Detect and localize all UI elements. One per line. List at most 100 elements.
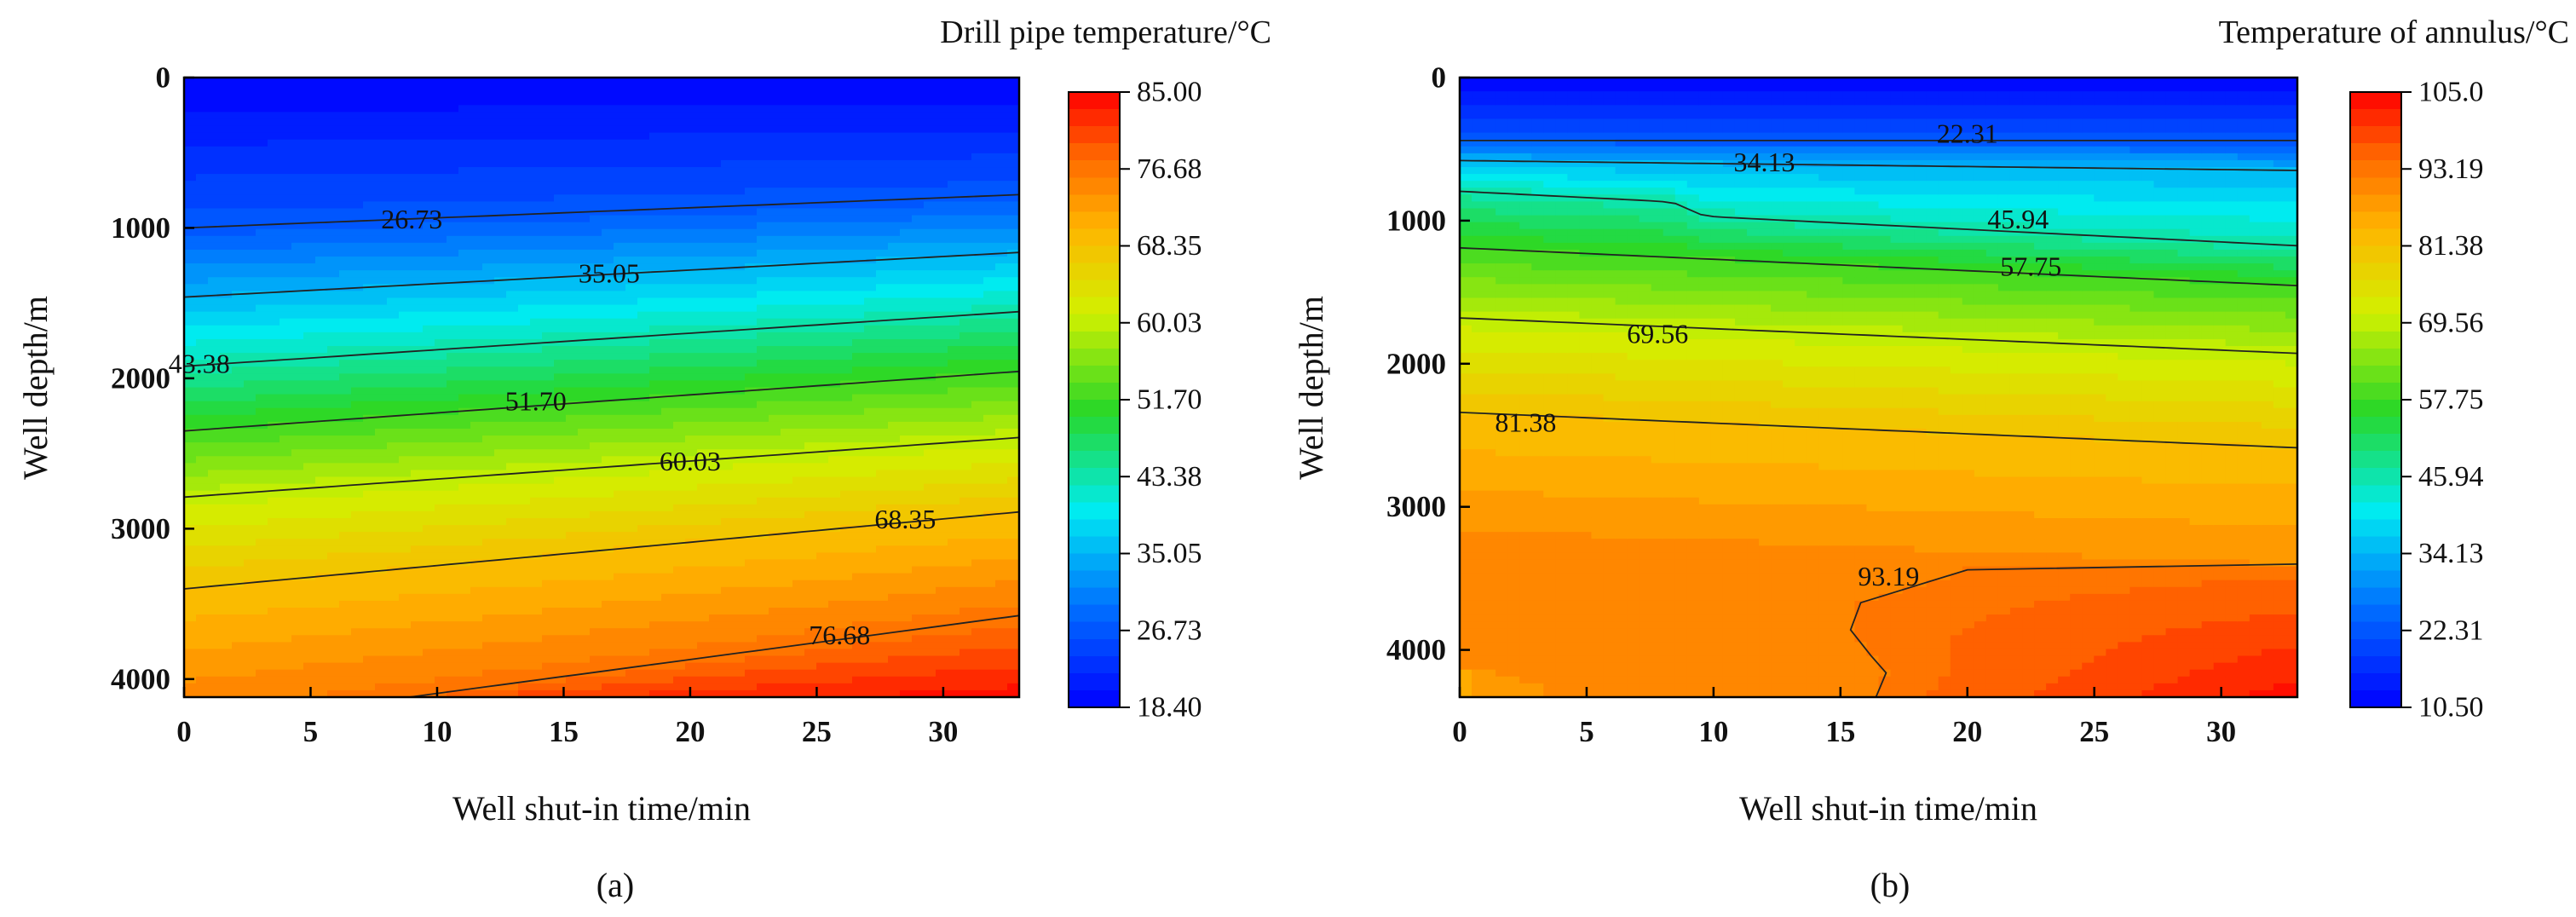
- heatmap-cell: [757, 456, 769, 464]
- heatmap-cell: [375, 235, 388, 244]
- heatmap-cell: [435, 497, 447, 505]
- heatmap-cell: [208, 607, 221, 615]
- heatmap-cell: [244, 263, 256, 271]
- heatmap-cell: [566, 132, 579, 141]
- heatmap-cell: [482, 174, 495, 182]
- heatmap-cell: [279, 346, 292, 354]
- heatmap-cell: [590, 257, 602, 264]
- heatmap-cell: [661, 525, 674, 533]
- heatmap-cell: [315, 621, 328, 629]
- heatmap-cell: [303, 414, 316, 423]
- heatmap-cell: [256, 84, 268, 92]
- heatmap-cell: [303, 539, 316, 546]
- heatmap-cell: [244, 669, 256, 678]
- heatmap-cell: [470, 325, 483, 333]
- heatmap-cell: [351, 360, 364, 367]
- heatmap-cell: [279, 84, 292, 92]
- heatmap-cell: [745, 394, 758, 402]
- heatmap-cell: [291, 373, 304, 382]
- heatmap-cell: [482, 98, 495, 107]
- heatmap-cell: [327, 497, 340, 505]
- heatmap-cell: [709, 442, 722, 450]
- heatmap-cell: [769, 669, 781, 678]
- heatmap-cell: [208, 304, 221, 313]
- heatmap-cell: [411, 194, 424, 203]
- heatmap-cell: [673, 311, 686, 320]
- heatmap-cell: [697, 525, 710, 533]
- heatmap-cell: [757, 373, 769, 382]
- heatmap-cell: [721, 394, 734, 402]
- heatmap-cell: [757, 257, 769, 264]
- heatmap-cell: [745, 497, 758, 505]
- heatmap-cell: [447, 470, 459, 478]
- heatmap-cell: [745, 428, 758, 436]
- heatmap-cell: [458, 270, 471, 278]
- heatmap-cell: [578, 153, 591, 161]
- heatmap-cell: [792, 291, 805, 299]
- heatmap-cell: [268, 539, 280, 546]
- heatmap-cell: [781, 497, 793, 505]
- heatmap-cell: [339, 510, 352, 519]
- heatmap-cell: [661, 360, 674, 367]
- heatmap-cell: [757, 510, 769, 519]
- heatmap-cell: [578, 635, 591, 643]
- heatmap-cell: [375, 510, 388, 519]
- heatmap-cell: [303, 112, 316, 120]
- heatmap-cell: [828, 421, 841, 430]
- heatmap-cell: [649, 201, 662, 210]
- heatmap-cell: [578, 380, 591, 389]
- heatmap-cell: [685, 545, 698, 554]
- heatmap-cell: [816, 353, 829, 360]
- heatmap-cell: [769, 105, 781, 113]
- heatmap-cell: [625, 580, 638, 588]
- heatmap-cell: [244, 517, 256, 526]
- heatmap-cell: [578, 159, 591, 168]
- heatmap-cell: [840, 257, 853, 264]
- heatmap-cell: [816, 284, 829, 292]
- heatmap-cell: [769, 318, 781, 326]
- heatmap-cell: [268, 490, 280, 499]
- heatmap-cell: [614, 215, 626, 223]
- heatmap-cell: [351, 318, 364, 326]
- heatmap-cell: [256, 414, 268, 423]
- heatmap-cell: [554, 387, 567, 395]
- heatmap-cell: [470, 607, 483, 615]
- heatmap-cell: [232, 146, 245, 154]
- heatmap-cell: [423, 407, 435, 416]
- heatmap-cell: [279, 208, 292, 216]
- heatmap-cell: [208, 311, 221, 320]
- heatmap-cell: [196, 586, 209, 595]
- heatmap-cell: [303, 655, 316, 664]
- heatmap-cell: [208, 270, 221, 278]
- heatmap-cell: [339, 573, 352, 581]
- heatmap-cell: [315, 504, 328, 512]
- heatmap-cell: [530, 504, 543, 512]
- heatmap-cell: [458, 284, 471, 292]
- heatmap-cell: [399, 676, 412, 684]
- heatmap-cell: [423, 449, 435, 457]
- heatmap-cell: [745, 346, 758, 354]
- heatmap-cell: [530, 125, 543, 134]
- heatmap-cell: [566, 318, 579, 326]
- heatmap-cell: [196, 366, 209, 375]
- heatmap-cell: [232, 552, 245, 561]
- heatmap-cell: [339, 435, 352, 443]
- heatmap-cell: [745, 456, 758, 464]
- heatmap-cell: [649, 607, 662, 615]
- heatmap-cell: [506, 380, 519, 389]
- heatmap-cell: [256, 628, 268, 636]
- heatmap-cell: [769, 98, 781, 107]
- heatmap-cell: [399, 98, 412, 107]
- heatmap-cell: [279, 159, 292, 168]
- heatmap-cell: [482, 91, 495, 99]
- heatmap-cell: [542, 517, 555, 526]
- heatmap-cell: [661, 112, 674, 120]
- heatmap-cell: [256, 325, 268, 333]
- heatmap-cell: [351, 401, 364, 409]
- heatmap-cell: [769, 146, 781, 154]
- heatmap-cell: [816, 105, 829, 113]
- heatmap-cell: [685, 401, 698, 409]
- heatmap-cell: [291, 669, 304, 678]
- heatmap-cell: [542, 297, 555, 306]
- heatmap-cell: [816, 387, 829, 395]
